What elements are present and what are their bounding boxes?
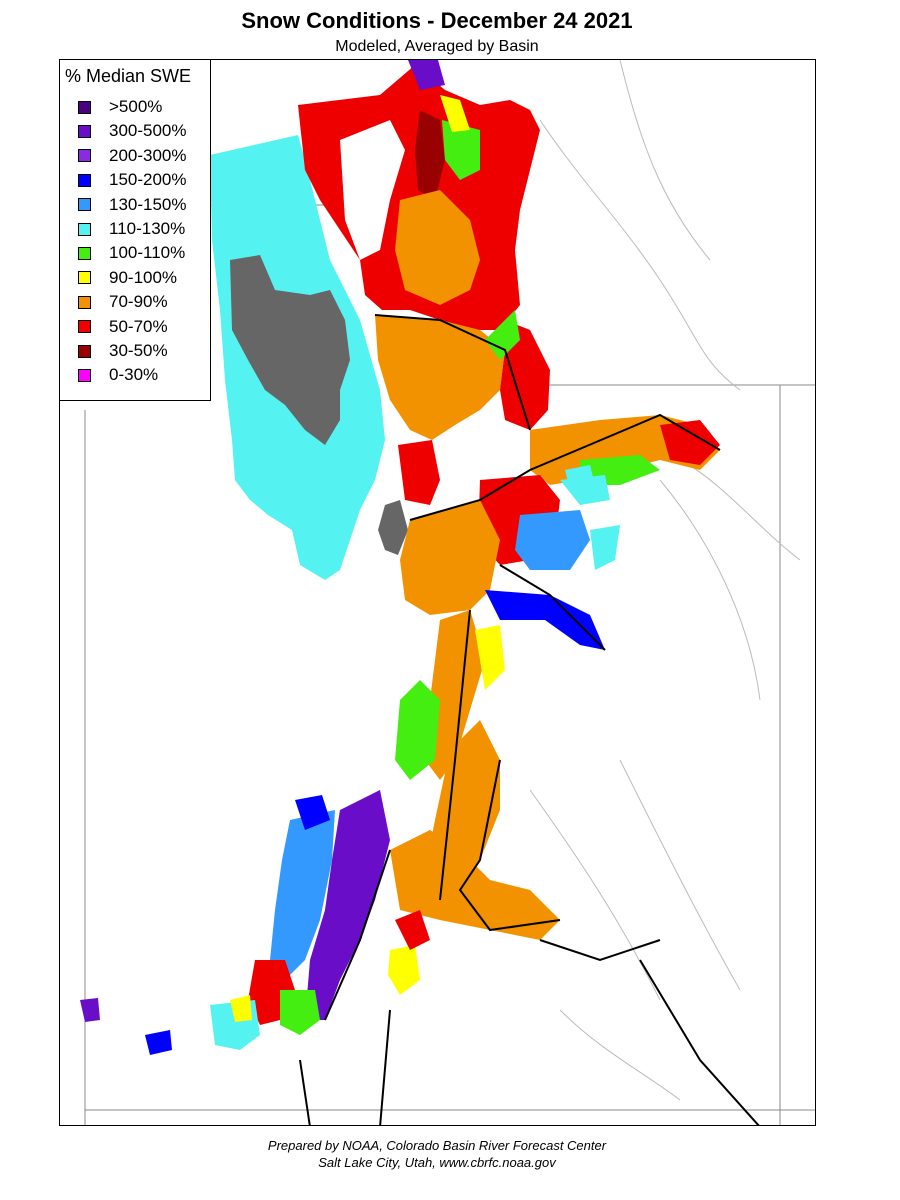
legend-swatch	[78, 320, 91, 334]
legend-swatch	[78, 124, 91, 138]
legend-swatch	[78, 173, 91, 187]
credits: Prepared by NOAA, Colorado Basin River F…	[0, 1137, 874, 1171]
basin-110-130-yampa	[565, 465, 595, 490]
rivers	[529, 60, 801, 1101]
basin-130-150-southwest	[270, 810, 335, 980]
legend-item: 30-50%	[78, 340, 168, 362]
legend-swatch	[78, 100, 91, 114]
legend-swatch	[78, 271, 91, 285]
legend: % Median SWE >500% 300-500% 200-300% 150-20…	[59, 59, 211, 401]
basin-70-90-sanpete	[425, 610, 485, 780]
legend-item: 50-70%	[78, 316, 168, 338]
credits-line-1: Prepared by NOAA, Colorado Basin River F…	[267, 1138, 607, 1153]
basin-50-70-southern	[395, 910, 430, 950]
legend-label: 100-110%	[109, 243, 186, 263]
legend-label: 0-30%	[109, 365, 159, 385]
basin-70-90-weber	[375, 315, 505, 440]
legend-swatch	[78, 344, 91, 358]
basin-300-500-southwest-spot	[80, 998, 100, 1022]
legend-item: 100-110%	[78, 242, 185, 264]
snow-map	[59, 59, 816, 1126]
legend-label: >500%	[109, 97, 163, 116]
map-subtitle: Modeled, Averaged by Basin	[335, 38, 539, 55]
legend-item: 200-300%	[78, 145, 187, 167]
basin-90-100-southern	[388, 945, 420, 995]
legend-title: % Median SWE	[65, 66, 192, 86]
basin-70-90-bear-upper	[395, 190, 480, 305]
legend-item: >500%	[78, 96, 162, 118]
legend-label: 110-130%	[109, 219, 186, 238]
credits-line-2: Salt Lake City, Utah, www.cbrfc.noaa.gov	[318, 1155, 556, 1170]
basin-100-110-weber-east	[485, 310, 520, 360]
basin-90-100-virgin	[230, 995, 252, 1022]
map-graphic	[80, 60, 815, 1125]
utah-lake	[378, 500, 408, 555]
legend-swatch	[78, 198, 91, 212]
basin-70-90-provo	[400, 500, 500, 615]
legend-item: 110-130%	[78, 218, 185, 240]
legend-label: 150-200%	[109, 170, 187, 190]
legend-swatch	[78, 368, 91, 382]
basin-300-500-southwest	[305, 790, 390, 1020]
basin-90-100-central	[475, 625, 505, 690]
legend-label: 30-50%	[109, 341, 168, 360]
basin-110-130-green-river	[590, 525, 620, 570]
legend-label: 90-100%	[109, 267, 178, 287]
basin-90-100-bear	[440, 95, 470, 132]
basin-100-110-virgin	[280, 990, 320, 1035]
legend-item: 130-150%	[78, 194, 187, 216]
basin-100-110-bear	[442, 120, 480, 180]
legend-item: 0-30%	[78, 364, 158, 386]
basin-70-90-escalante	[390, 830, 560, 940]
basin-boundaries	[299, 314, 760, 1125]
legend-label: 70-90%	[109, 292, 168, 312]
basin-100-110-central	[395, 680, 440, 780]
legend-swatch	[78, 295, 91, 309]
basin-150-200-southwest-spot	[145, 1030, 172, 1055]
legend-item: 90-100%	[78, 267, 177, 289]
basin-130-150-duchesne	[515, 510, 590, 570]
legend-label: 130-150%	[109, 194, 187, 214]
basin-150-200-southwest	[295, 795, 330, 830]
legend-item: 150-200%	[78, 169, 187, 191]
legend-label: 300-500%	[109, 121, 187, 141]
map-title: Snow Conditions - December 24 2021	[241, 8, 633, 33]
legend-swatch	[78, 222, 91, 236]
legend-item: 300-500%	[78, 120, 187, 142]
basin-30-50-bear	[415, 110, 445, 200]
legend-label: 200-300%	[109, 145, 187, 165]
basin-50-70-wasatch	[398, 440, 440, 505]
legend-swatch	[78, 246, 91, 260]
basin-300-500-bear-top	[408, 60, 445, 90]
legend-label: 50-70%	[109, 316, 168, 336]
basin-150-200-strawberry	[485, 590, 605, 650]
basin-white-bear-north	[340, 120, 405, 260]
legend-swatch	[78, 149, 91, 163]
basin-50-70-uinta-east	[660, 420, 720, 465]
legend-item: 70-90%	[78, 291, 168, 313]
great-salt-lake	[230, 255, 350, 445]
